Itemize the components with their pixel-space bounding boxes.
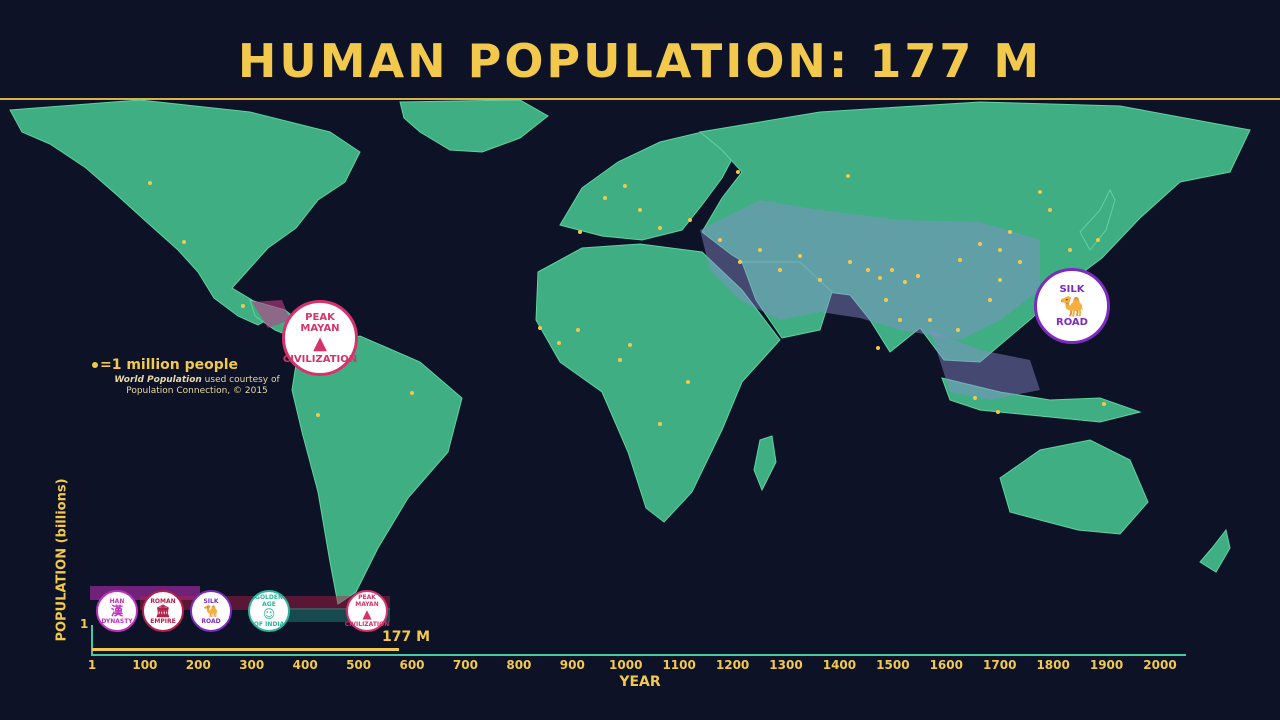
europe-landmass: [559, 131, 739, 241]
timeline-badge-top: HAN: [109, 597, 125, 605]
australia-landmass: [999, 439, 1149, 535]
x-tick-label: 900: [559, 658, 585, 672]
x-axis-label: YEAR: [619, 674, 661, 690]
silk-road-map-badge: SILK 🐪 ROAD: [1034, 268, 1110, 344]
silk-road-badge-bottom: ROAD: [1056, 317, 1088, 328]
x-tick-label: 1000: [609, 658, 643, 672]
camel-icon: 🐪: [1059, 294, 1085, 318]
x-tick-label: 1600: [929, 658, 963, 672]
timeline-badge-glyph: ▲: [362, 607, 372, 621]
credit-note: World Population used courtesy of Popula…: [102, 375, 292, 397]
page-title: HUMAN POPULATION: 177 M: [237, 34, 1043, 88]
timeline-badge-bottom: OF INDIA: [253, 621, 285, 628]
silk-road-badge-top: SILK: [1059, 284, 1085, 295]
southeast-asia-region: [930, 330, 1040, 400]
south-america-landmass: [291, 335, 463, 605]
peak-mayan-badge-top: PEAK MAYAN: [300, 311, 340, 334]
asia-landmass: [698, 101, 1251, 363]
title-divider: [0, 98, 1280, 100]
timeline-badge: SILK 🐪 ROAD: [190, 590, 232, 632]
x-tick-label: 1700: [983, 658, 1017, 672]
timeline-badge: HAN 漢 DYNASTY: [96, 590, 138, 632]
x-axis: [92, 654, 1186, 656]
x-tick-label: 100: [132, 658, 158, 672]
timeline-badge-top: ROMAN: [150, 597, 176, 605]
arabia-landmass: [741, 261, 833, 339]
x-tick-label: 1900: [1089, 658, 1124, 672]
new-zealand-landmass: [1199, 528, 1231, 573]
peak-mayan-badge-bottom: CIVILIZATION: [282, 353, 358, 365]
x-tick-label: 1300: [769, 658, 803, 672]
timeline-badge-glyph: ☺: [262, 607, 276, 621]
x-tick-label: 700: [452, 658, 478, 672]
timeline-badge-bottom: CIVILIZATION: [344, 621, 390, 628]
credit-rest: used courtesy of Population Connection, …: [126, 375, 280, 396]
africa-landmass: [535, 243, 781, 523]
japan-landmass: [1079, 188, 1116, 251]
x-tick-label: 1500: [876, 658, 910, 672]
timeline-badge-top: PEAK MAYAN: [355, 594, 379, 608]
y-tick-label: 1: [80, 617, 89, 631]
x-tick-label: 200: [185, 658, 211, 672]
legend-text: =1 million people: [100, 357, 239, 373]
x-tick-label: 1800: [1036, 658, 1070, 672]
y-axis-label: POPULATION (billions): [54, 478, 70, 642]
x-tick-label: 1400: [822, 658, 857, 672]
timeline-badge-bottom: EMPIRE: [150, 617, 176, 625]
credit-italic: World Population: [114, 375, 202, 385]
population-dot-icon: [92, 362, 98, 368]
timeline-badge-bottom: DYNASTY: [101, 617, 133, 625]
x-tick-label: 1100: [662, 658, 696, 672]
timeline-badge-glyph: 🐪: [203, 603, 219, 618]
madagascar-landmass: [753, 435, 777, 492]
timeline-badge: ROMAN 🏛 EMPIRE: [142, 590, 184, 632]
x-tick-label: 1200: [715, 658, 750, 672]
indonesia-landmass: [941, 377, 1142, 423]
timeline-badge-top: SILK: [203, 597, 219, 605]
timeline-badge: PEAK MAYAN ▲ CIVILIZATION: [344, 590, 390, 632]
timeline-badge-glyph: 漢: [110, 603, 123, 618]
population-line: [92, 648, 399, 651]
north-america-landmass: [9, 99, 361, 326]
timeline-badge-glyph: 🏛: [155, 603, 171, 618]
peak-mayan-map-badge: PEAK MAYAN ▲ CIVILIZATION: [282, 300, 358, 376]
x-tick-label: 600: [399, 658, 425, 672]
x-tick-label: 1: [87, 658, 97, 672]
x-tick-label: 800: [506, 658, 532, 672]
x-tick-label: 500: [346, 658, 372, 672]
mayan-region: [252, 300, 290, 328]
x-tick-label: 2000: [1143, 658, 1177, 672]
pyramid-icon: ▲: [313, 332, 327, 354]
timeline-badge: GOLDEN AGE ☺ OF INDIA: [248, 590, 290, 632]
legend: =1 million people: [92, 357, 238, 373]
population-value: 177 M: [382, 629, 431, 645]
timeline-badge-top: GOLDEN AGE: [255, 594, 283, 608]
greenland-landmass: [399, 99, 549, 153]
y-axis: [91, 625, 93, 656]
x-tick-label: 300: [239, 658, 265, 672]
x-tick-label: 400: [292, 658, 318, 672]
timeline-badge-bottom: ROAD: [201, 617, 221, 625]
